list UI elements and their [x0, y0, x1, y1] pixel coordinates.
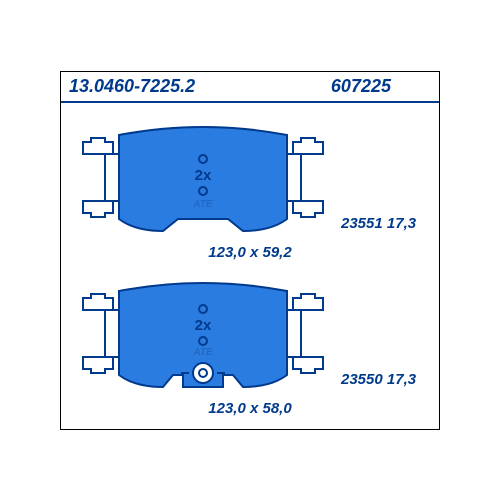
- diagram-body: 2x ATE 23551 17,3 123,0 x 59,2: [61, 103, 439, 429]
- svg-text:ATE: ATE: [192, 199, 213, 210]
- pad-row: 2x ATE 23551 17,3: [73, 119, 427, 242]
- side-label: 23550 17,3: [341, 371, 416, 388]
- alt-number: 607225: [331, 76, 391, 97]
- pad-row: 2x ATE 23550 17,3: [73, 275, 427, 398]
- dimension-label: 123,0 x 59,2: [73, 244, 427, 261]
- diagram-frame: 13.0460-7225.2 607225: [60, 71, 440, 430]
- header-bar: 13.0460-7225.2 607225: [61, 72, 439, 103]
- svg-text:ATE: ATE: [192, 347, 213, 358]
- dimension-label: 123,0 x 58,0: [73, 400, 427, 417]
- pad-svg-top: 2x ATE: [73, 119, 333, 242]
- side-label: 23551 17,3: [341, 215, 416, 232]
- part-number: 13.0460-7225.2: [69, 76, 195, 97]
- qty-label: 2x: [195, 167, 212, 184]
- qty-label: 2x: [195, 317, 212, 334]
- pad-svg-bottom: 2x ATE: [73, 275, 333, 398]
